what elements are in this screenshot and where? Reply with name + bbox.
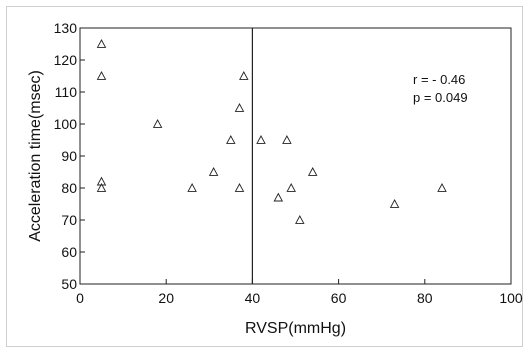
- y-tick-label: 50: [61, 276, 77, 292]
- y-tick-label: 130: [54, 20, 78, 36]
- data-point: [239, 71, 249, 80]
- y-tick-label: 80: [61, 180, 77, 196]
- x-tick-label: 80: [417, 290, 433, 306]
- y-tick-label: 100: [54, 116, 78, 132]
- data-point: [295, 215, 305, 224]
- x-tick-label: 0: [76, 290, 84, 306]
- data-point: [256, 135, 266, 144]
- data-point: [273, 192, 284, 202]
- y-tick-label: 120: [54, 52, 78, 68]
- data-point: [96, 183, 107, 192]
- y-axis-label: Acceleration time(msec): [27, 70, 44, 242]
- data-point: [389, 199, 400, 208]
- data-point: [437, 183, 447, 192]
- plot-frame: [79, 27, 512, 285]
- x-axis: 0 20 40 60 80 100: [76, 279, 523, 306]
- data-point: [234, 103, 245, 112]
- figure-border: [6, 6, 523, 347]
- x-tick-label: 40: [245, 290, 261, 306]
- data-point: [286, 183, 296, 192]
- annotation-p: p = 0.049: [413, 90, 468, 105]
- data-point: [307, 167, 318, 176]
- data-point: [96, 71, 107, 80]
- data-points: [96, 39, 447, 224]
- x-tick-label: 100: [499, 290, 523, 306]
- annotation-r: r = - 0.46: [413, 72, 465, 87]
- data-point: [226, 135, 236, 144]
- y-axis: 50 60 70 80 90 100 110 120 130: [54, 20, 85, 292]
- x-axis-label: RVSP(mmHg): [245, 320, 346, 337]
- y-tick-label: 110: [55, 84, 78, 100]
- y-tick-label: 90: [61, 148, 77, 164]
- data-point: [208, 167, 219, 176]
- y-tick-label: 60: [61, 244, 77, 260]
- y-tick-label: 70: [61, 212, 77, 228]
- x-tick-label: 20: [158, 290, 174, 306]
- data-point: [96, 176, 107, 186]
- data-point: [152, 119, 163, 128]
- data-point: [234, 183, 245, 192]
- data-point: [96, 39, 107, 48]
- data-point: [282, 135, 292, 144]
- data-point: [187, 183, 197, 192]
- x-tick-label: 60: [331, 290, 347, 306]
